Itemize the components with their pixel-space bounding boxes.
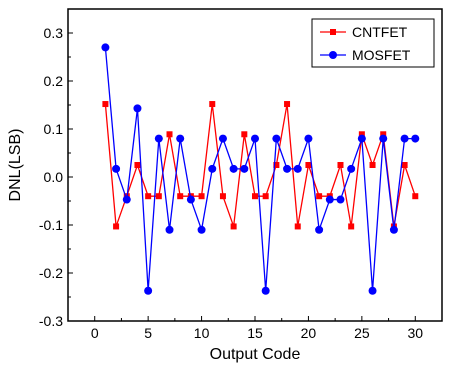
data-point-mosfet xyxy=(176,134,185,143)
data-point-mosfet xyxy=(411,134,420,143)
data-point-cntfet xyxy=(305,162,312,168)
data-point-mosfet xyxy=(283,164,292,173)
data-point-mosfet xyxy=(197,225,206,234)
data-point-mosfet xyxy=(133,104,142,113)
data-point-cntfet xyxy=(294,223,301,230)
y-tick-label: 0.2 xyxy=(44,73,64,89)
data-point-mosfet xyxy=(325,195,334,204)
data-point-cntfet xyxy=(134,162,141,168)
legend-label-mosfet: MOSFET xyxy=(352,47,411,63)
data-point-cntfet xyxy=(209,101,216,108)
x-tick-label: 5 xyxy=(144,325,152,341)
x-tick-label: 0 xyxy=(91,325,99,341)
legend-label-cntfet: CNTFET xyxy=(352,24,408,40)
legend-box xyxy=(311,18,435,68)
data-point-mosfet xyxy=(112,164,121,173)
x-tick-label: 20 xyxy=(301,325,317,341)
data-point-cntfet xyxy=(401,162,408,168)
y-tick-label: 0.1 xyxy=(44,121,64,137)
data-point-mosfet xyxy=(368,286,377,295)
data-point-mosfet xyxy=(293,164,302,173)
data-point-mosfet xyxy=(304,134,313,143)
data-point-cntfet xyxy=(380,131,387,138)
data-point-cntfet xyxy=(316,193,323,200)
data-point-cntfet xyxy=(198,193,205,200)
data-point-mosfet xyxy=(208,164,217,173)
data-point-mosfet xyxy=(165,225,174,234)
data-point-mosfet xyxy=(389,225,398,234)
data-point-cntfet xyxy=(241,131,248,138)
data-point-cntfet xyxy=(102,101,109,108)
y-tick-label: 0.0 xyxy=(44,169,64,185)
y-tick-label: -0.1 xyxy=(39,217,63,233)
x-tick-label: 30 xyxy=(407,325,423,341)
x-tick-label: 10 xyxy=(194,325,210,341)
data-point-cntfet xyxy=(166,131,173,138)
data-point-cntfet xyxy=(219,193,226,200)
y-tick-label: -0.2 xyxy=(39,265,63,281)
data-point-cntfet xyxy=(145,193,152,200)
data-point-mosfet xyxy=(272,134,281,143)
x-tick-label: 25 xyxy=(354,325,370,341)
data-point-mosfet xyxy=(240,164,249,173)
x-tick-label: 15 xyxy=(247,325,263,341)
data-point-cntfet xyxy=(412,193,419,200)
data-point-mosfet xyxy=(101,43,110,52)
data-point-mosfet xyxy=(186,195,195,204)
x-axis-title: Output Code xyxy=(210,346,301,363)
legend-marker-mosfet xyxy=(329,51,337,59)
legend: CNTFET MOSFET xyxy=(311,18,435,68)
data-point-cntfet xyxy=(337,162,344,168)
data-point-cntfet xyxy=(262,193,269,200)
data-point-mosfet xyxy=(315,225,324,234)
y-tick-label: 0.3 xyxy=(44,25,64,41)
data-point-cntfet xyxy=(155,193,162,200)
series-line-mosfet xyxy=(104,47,416,291)
data-point-mosfet xyxy=(357,134,366,143)
axis-ticks: 0 5 10 15 20 25 30 -0.3 -0.2 -0.1 0.0 0.1 0.2 0.3 xyxy=(39,25,423,341)
y-axis-title: DNL(LSB) xyxy=(7,129,24,202)
data-point-cntfet xyxy=(230,223,237,230)
data-point-mosfet xyxy=(154,134,163,143)
data-point-mosfet xyxy=(229,164,238,173)
data-point-mosfet xyxy=(347,164,356,173)
data-point-cntfet xyxy=(284,101,291,108)
series-layer xyxy=(101,43,420,295)
data-point-mosfet xyxy=(218,134,227,143)
data-point-mosfet xyxy=(400,134,409,143)
data-point-cntfet xyxy=(369,162,376,168)
data-point-mosfet xyxy=(336,195,345,204)
data-point-cntfet xyxy=(252,193,258,200)
data-point-cntfet xyxy=(273,162,280,168)
data-point-cntfet xyxy=(113,223,120,230)
data-point-mosfet xyxy=(261,286,270,295)
y-tick-label: -0.3 xyxy=(39,313,63,329)
data-point-mosfet xyxy=(379,134,388,143)
data-point-cntfet xyxy=(348,223,355,230)
legend-marker-cntfet xyxy=(330,29,336,35)
data-point-mosfet xyxy=(122,195,131,204)
data-point-cntfet xyxy=(177,193,184,200)
data-point-mosfet xyxy=(251,134,259,143)
data-point-mosfet xyxy=(144,286,153,295)
data-point-cntfet xyxy=(358,131,365,138)
